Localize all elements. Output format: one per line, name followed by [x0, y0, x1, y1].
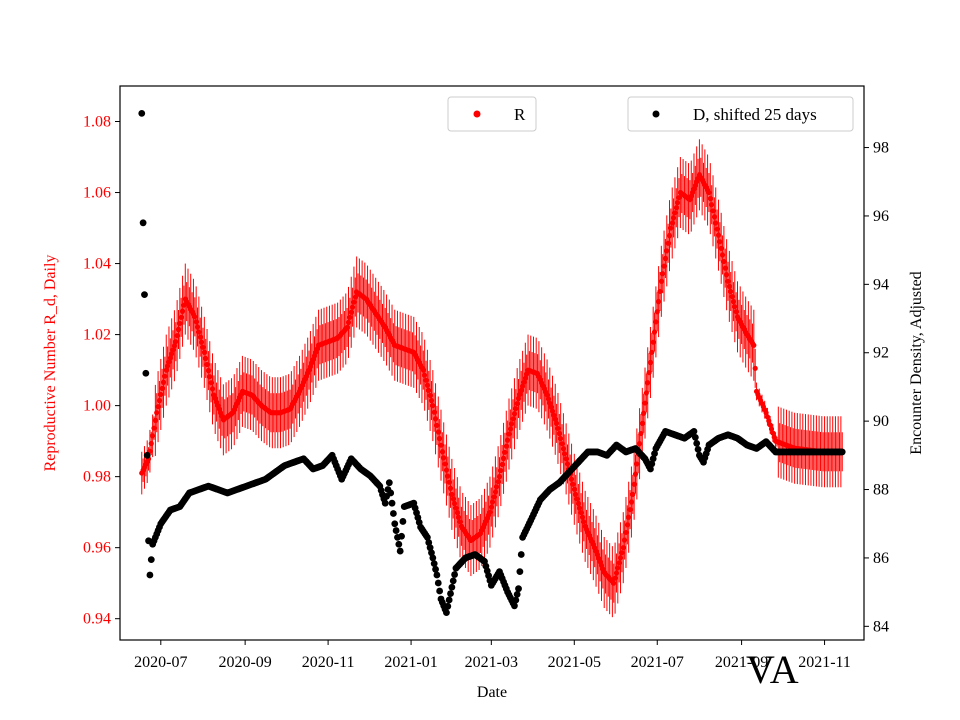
d-point [429, 554, 437, 562]
left-y-tick-label: 1.02 [83, 327, 111, 344]
legend-d-box [627, 96, 854, 132]
r-point [752, 365, 758, 371]
d-point [387, 489, 395, 497]
x-tick-label: 2020-11 [302, 654, 355, 671]
d-point [389, 510, 397, 517]
right-y-tick-label: 92 [873, 345, 889, 362]
left-y-tick-label: 1.06 [83, 185, 111, 202]
right-y-tick-label: 88 [873, 482, 889, 499]
x-axis: 2020-07 2020-09 2020-11 2021-01 2021-03 2021-… [134, 640, 851, 671]
d-point [143, 451, 151, 459]
x-tick-label: 2021-09 [715, 654, 768, 671]
d-point [392, 527, 400, 534]
left-y-tick-label: 0.94 [83, 611, 111, 628]
d-point [391, 520, 399, 528]
x-axis-title: Date [477, 684, 507, 701]
right-y-tick-label: 96 [873, 208, 889, 225]
d-point [445, 596, 453, 604]
legend-r-marker [473, 110, 481, 118]
d-point [425, 539, 433, 546]
legend-r-box [447, 96, 537, 132]
d-point [693, 439, 701, 447]
x-tick-label: 2021-01 [384, 654, 437, 671]
d-point [694, 445, 702, 453]
left-y-axis: 0.94 0.96 0.98 1.00 1.02 1.04 1.06 1.08 [83, 114, 120, 628]
x-tick-label: 2021-03 [465, 654, 518, 671]
d-point [141, 291, 148, 299]
d-point [838, 448, 846, 456]
d-point [690, 427, 698, 435]
legend-r-label: R [514, 105, 526, 124]
d-point [399, 518, 407, 525]
left-y-tick-label: 0.98 [83, 469, 111, 486]
d-point [443, 609, 450, 617]
left-y-tick-label: 1.04 [83, 256, 111, 273]
d-point [516, 568, 524, 576]
d-series-layer [138, 109, 846, 617]
right-y-tick-label: 94 [873, 276, 889, 293]
right-y-axis-title: Encounter Density, Adjusted [908, 271, 925, 454]
d-point [423, 534, 431, 541]
d-point [432, 565, 439, 573]
right-y-tick-label: 86 [873, 550, 889, 567]
d-point [651, 450, 658, 458]
d-point [448, 583, 456, 591]
d-point [648, 460, 656, 468]
d-point [436, 587, 444, 595]
left-y-tick-label: 1.00 [83, 398, 111, 415]
d-point [649, 455, 657, 463]
d-point [444, 602, 452, 610]
legend-r: R [447, 96, 537, 132]
legend-d-label: D, shifted 25 days [693, 105, 817, 124]
d-point [513, 591, 521, 598]
plot-frame [119, 85, 865, 641]
d-point [428, 549, 435, 557]
right-y-axis: 84 86 88 90 92 94 96 98 [864, 140, 889, 635]
d-point [396, 547, 404, 555]
d-point [388, 499, 396, 507]
d-point [139, 219, 147, 227]
d-point [395, 540, 403, 548]
x-tick-label: 2021-07 [631, 654, 684, 671]
d-point [398, 532, 405, 540]
d-point [147, 556, 155, 564]
x-tick-label: 2020-07 [134, 654, 187, 671]
d-point [515, 585, 522, 593]
right-y-tick-label: 98 [873, 140, 889, 157]
d-point [517, 551, 525, 558]
x-tick-label: 2021-11 [798, 654, 851, 671]
d-point [142, 369, 150, 377]
d-point [138, 109, 146, 117]
d-point [430, 560, 438, 568]
right-y-tick-label: 84 [873, 618, 889, 635]
left-y-tick-label: 1.08 [83, 114, 111, 131]
r-point [751, 342, 757, 348]
d-point [449, 577, 457, 585]
legend-d: D, shifted 25 days [627, 96, 854, 132]
d-point [426, 544, 434, 552]
d-point [512, 596, 520, 604]
d-point [434, 579, 442, 587]
x-tick-label: 2021-05 [548, 654, 601, 671]
d-point [433, 571, 441, 579]
d-point [146, 571, 154, 579]
x-tick-label: 2020-09 [218, 654, 271, 671]
d-point [451, 571, 458, 578]
d-point [511, 602, 518, 610]
legend-d-marker [652, 110, 660, 118]
d-point [647, 465, 654, 473]
state-label: VA [746, 647, 799, 692]
left-y-axis-title: Reproductive Number R_d, Daily [42, 255, 59, 472]
left-y-tick-label: 0.96 [83, 540, 111, 557]
d-point [381, 499, 389, 507]
right-y-tick-label: 90 [873, 413, 889, 430]
d-point [691, 433, 699, 441]
d-point [385, 479, 393, 487]
d-point [447, 590, 454, 597]
